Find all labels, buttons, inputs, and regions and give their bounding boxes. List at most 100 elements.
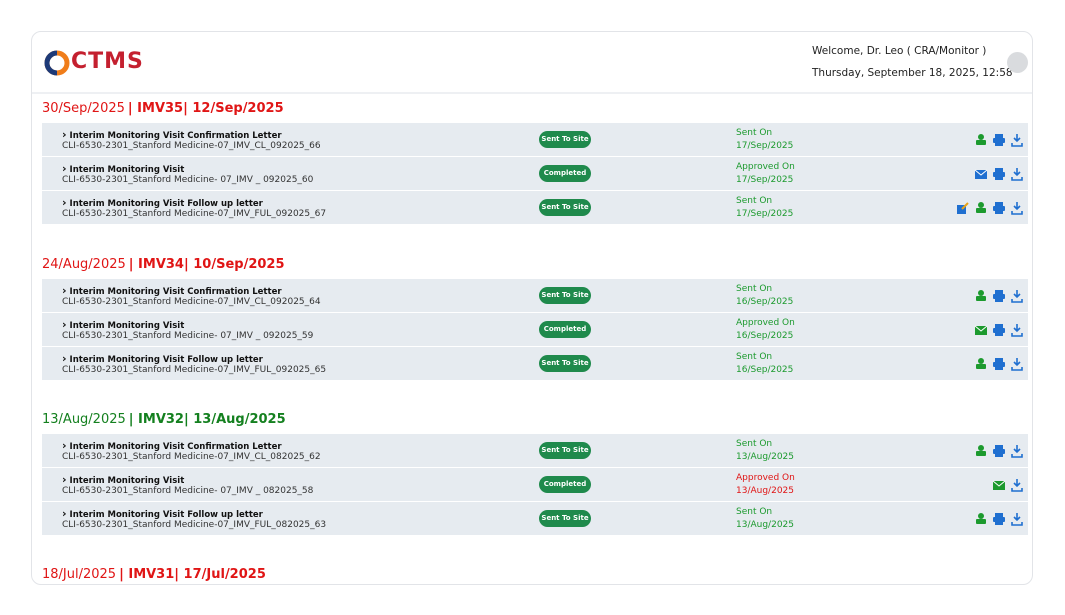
action-icon[interactable] xyxy=(1010,167,1024,181)
status-badge: Sent To Site xyxy=(539,442,591,459)
doc-title: Interim Monitoring Visit xyxy=(62,473,185,486)
status-date: 13/Aug/2025 xyxy=(736,520,794,530)
actions xyxy=(956,201,1024,215)
action-icon[interactable] xyxy=(974,512,988,526)
status-badge: Sent To Site xyxy=(539,355,591,372)
document-row[interactable]: Interim Monitoring VisitCLI-6530-2301_St… xyxy=(42,157,1028,190)
action-icon[interactable] xyxy=(1010,289,1024,303)
visit-section: 30/Sep/2025| IMV35| 12/Sep/2025 Interim M… xyxy=(42,101,1028,225)
status-label: Sent On xyxy=(736,352,773,362)
visit-section: 24/Aug/2025| IMV34| 10/Sep/2025 Interim M… xyxy=(42,257,1028,381)
action-icon[interactable] xyxy=(974,323,988,337)
status-date: 17/Sep/2025 xyxy=(736,141,794,151)
doc-title: Interim Monitoring Visit xyxy=(62,318,185,331)
section-title: 30/Sep/2025 | IMV35| 12/Sep/2025 xyxy=(42,101,1028,123)
section-visit: | IMV31| 17/Jul/2025 xyxy=(119,567,266,582)
action-icon[interactable] xyxy=(992,444,1006,458)
status-badge: Completed xyxy=(539,476,591,493)
actions xyxy=(974,512,1024,526)
avatar[interactable] xyxy=(1007,52,1028,73)
status-badge: Sent To Site xyxy=(539,199,591,216)
document-row[interactable]: Interim Monitoring VisitCLI-6530-2301_St… xyxy=(42,468,1028,501)
action-icon[interactable] xyxy=(992,167,1006,181)
section-date: 13/Aug/2025 xyxy=(42,412,126,427)
status-label: Sent On xyxy=(736,507,773,517)
status-badge: Sent To Site xyxy=(539,510,591,527)
visit-section: 13/Aug/2025| IMV32| 13/Aug/2025Interim M… xyxy=(42,412,1028,536)
doc-id: CLI-6530-2301_Stanford Medicine-07_IMV_F… xyxy=(62,209,327,219)
status-badge: Completed xyxy=(539,321,591,338)
section-title: 13/Aug/2025 | IMV32| 13/Aug/2025 xyxy=(42,412,1028,434)
visit-section: 18/Jul/2025 | IMV31| 17/Jul/2025 xyxy=(42,567,1028,584)
action-icon[interactable] xyxy=(1010,323,1024,337)
actions xyxy=(974,289,1024,303)
document-row[interactable]: Interim Monitoring Visit Confirmation Le… xyxy=(42,279,1028,312)
action-icon[interactable] xyxy=(992,133,1006,147)
status-badge: Completed xyxy=(539,165,591,182)
status-label: Approved On xyxy=(736,162,795,172)
section-visit: | IMV32| 13/Aug/2025 xyxy=(128,412,286,427)
document-row[interactable]: Interim Monitoring Visit Follow up lette… xyxy=(42,347,1028,380)
logo-icon xyxy=(44,50,70,76)
doc-title: Interim Monitoring Visit Follow up lette… xyxy=(62,352,263,365)
action-icon[interactable] xyxy=(1010,133,1024,147)
action-icon[interactable] xyxy=(974,289,988,303)
current-date: Thursday, September 18, 2025, 12:58 xyxy=(812,67,1013,79)
status-date: 17/Sep/2025 xyxy=(736,209,794,219)
doc-title: Interim Monitoring Visit Confirmation Le… xyxy=(62,128,282,141)
status-label: Sent On xyxy=(736,284,773,294)
status-badge: Sent To Site xyxy=(539,131,591,148)
action-icon[interactable] xyxy=(992,289,1006,303)
actions xyxy=(992,478,1024,492)
status-date: 16/Sep/2025 xyxy=(736,297,794,307)
card: CTMS Welcome, Dr. Leo ( CRA/Monitor ) Th… xyxy=(31,31,1033,585)
section-visit: | IMV34| 10/Sep/2025 xyxy=(128,257,285,272)
section-visit: | IMV35| 12/Sep/2025 xyxy=(127,101,284,116)
action-icon[interactable] xyxy=(974,357,988,371)
section-title: 18/Jul/2025 | IMV31| 17/Jul/2025 xyxy=(42,567,1028,584)
doc-title: Interim Monitoring Visit xyxy=(62,162,185,175)
action-icon[interactable] xyxy=(992,201,1006,215)
section-date: 24/Aug/2025 xyxy=(42,257,126,272)
document-row[interactable]: Interim Monitoring Visit Follow up lette… xyxy=(42,502,1028,535)
doc-title: Interim Monitoring Visit Confirmation Le… xyxy=(62,439,282,452)
status-label: Sent On xyxy=(736,128,773,138)
header: CTMS Welcome, Dr. Leo ( CRA/Monitor ) Th… xyxy=(32,32,1032,94)
doc-id: CLI-6530-2301_Stanford Medicine- 07_IMV … xyxy=(62,175,314,185)
document-row[interactable]: Interim Monitoring Visit Follow up lette… xyxy=(42,191,1028,224)
action-icon[interactable] xyxy=(1010,512,1024,526)
action-icon[interactable] xyxy=(1010,478,1024,492)
action-icon[interactable] xyxy=(992,512,1006,526)
action-icon[interactable] xyxy=(1010,201,1024,215)
document-row[interactable]: Interim Monitoring Visit Confirmation Le… xyxy=(42,123,1028,156)
actions xyxy=(974,323,1024,337)
action-icon[interactable] xyxy=(992,478,1006,492)
action-icon[interactable] xyxy=(992,357,1006,371)
action-icon[interactable] xyxy=(1010,357,1024,371)
action-icon[interactable] xyxy=(974,201,988,215)
action-icon[interactable] xyxy=(974,133,988,147)
action-icon[interactable] xyxy=(974,444,988,458)
status-label: Sent On xyxy=(736,439,773,449)
status-date: 13/Aug/2025 xyxy=(736,486,794,496)
action-icon[interactable] xyxy=(974,167,988,181)
doc-id: CLI-6530-2301_Stanford Medicine-07_IMV_C… xyxy=(62,141,321,151)
status-label: Sent On xyxy=(736,196,773,206)
welcome: Welcome, Dr. Leo ( CRA/Monitor ) xyxy=(812,45,987,57)
status-date: 16/Sep/2025 xyxy=(736,331,794,341)
actions xyxy=(974,133,1024,147)
doc-id: CLI-6530-2301_Stanford Medicine-07_IMV_C… xyxy=(62,297,321,307)
status-badge: Sent To Site xyxy=(539,287,591,304)
action-icon[interactable] xyxy=(992,323,1006,337)
actions xyxy=(974,167,1024,181)
document-row[interactable]: Interim Monitoring Visit Confirmation Le… xyxy=(42,434,1028,467)
logo-text: CTMS xyxy=(71,49,144,74)
section-title: 24/Aug/2025 | IMV34| 10/Sep/2025 xyxy=(42,257,1028,279)
action-icon[interactable] xyxy=(956,201,970,215)
doc-id: CLI-6530-2301_Stanford Medicine- 07_IMV … xyxy=(62,331,314,341)
status-date: 16/Sep/2025 xyxy=(736,365,794,375)
document-row[interactable]: Interim Monitoring VisitCLI-6530-2301_St… xyxy=(42,313,1028,346)
action-icon[interactable] xyxy=(1010,444,1024,458)
actions xyxy=(974,444,1024,458)
doc-id: CLI-6530-2301_Stanford Medicine-07_IMV_F… xyxy=(62,520,327,530)
